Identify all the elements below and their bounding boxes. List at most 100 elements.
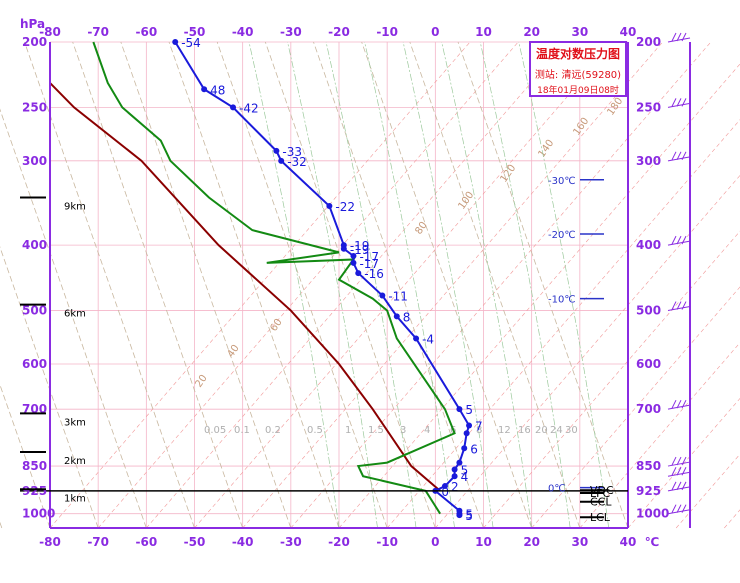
wind-barb-feather xyxy=(671,504,677,513)
temperature-point xyxy=(456,507,463,514)
dry-adiabat-line xyxy=(361,41,533,529)
dry-adiabat-line xyxy=(216,41,388,529)
y-tick-label-right: 600 xyxy=(636,357,661,371)
wind-barb-staff xyxy=(667,509,691,515)
temperature-point xyxy=(451,466,458,473)
mixing-ratio-label: 8 xyxy=(476,425,482,436)
mixing-ratio-label: 0.2 xyxy=(265,425,281,436)
wind-barb-feather xyxy=(681,467,687,476)
skewed-isotherms xyxy=(49,41,740,529)
dry-adiabat-line xyxy=(72,41,244,529)
wind-barb-feather xyxy=(676,456,682,466)
dry-adiabat-label: 80 xyxy=(413,220,429,237)
wind-barb-feather xyxy=(676,32,682,42)
wind-barb-feather xyxy=(671,456,677,466)
y-tick-label-right: 1000 xyxy=(636,507,669,521)
skew-isotherm-line xyxy=(146,41,567,529)
isotherm-mark-label: -20℃ xyxy=(548,230,576,241)
y-tick-label-left: 925 xyxy=(22,484,47,498)
temperature-point xyxy=(451,473,458,480)
x-tick-label-top: 20 xyxy=(523,25,540,39)
wind-barb-feather xyxy=(676,399,682,409)
temperature-point xyxy=(456,406,463,413)
dry-adiabat-line xyxy=(168,41,340,529)
temperature-point xyxy=(355,270,362,277)
skew-isotherm-line xyxy=(627,397,740,529)
wind-barb-feather xyxy=(671,481,677,491)
wind-barb-feather xyxy=(676,481,682,491)
y-tick-label-left: 400 xyxy=(22,238,47,252)
moist-adiabat-line xyxy=(479,41,571,529)
wind-barb-feather xyxy=(671,235,677,245)
moist-adiabat-line xyxy=(518,41,610,529)
dry-adiabat-label: 160 xyxy=(571,116,591,138)
y-tick-label-right: 925 xyxy=(636,484,661,498)
temperature-point xyxy=(350,259,357,266)
mixing-ratio-label: 0.5 xyxy=(307,425,323,436)
isotherm-mark-label: -10℃ xyxy=(548,295,576,306)
skew-isotherm-line xyxy=(49,41,471,529)
temperature-point-label: 5 xyxy=(465,509,473,523)
mixing-ratio-label: 0.05 xyxy=(204,425,226,436)
temperature-point-label: -17 xyxy=(359,257,379,271)
wind-barb-feather xyxy=(676,301,682,310)
y-tick-label-left: 250 xyxy=(22,100,47,114)
dry-adiabat-line xyxy=(0,108,147,529)
x-tick-label-top: -40 xyxy=(232,25,254,39)
y-tick-label-right: 400 xyxy=(636,238,661,252)
wind-barb-feather xyxy=(681,32,687,42)
moist-adiabat-line xyxy=(364,41,455,529)
y-unit-label: hPa xyxy=(20,17,45,31)
wind-barb-feather xyxy=(676,98,682,107)
height-mark-label: 1km xyxy=(64,493,86,504)
skew-isotherm-line xyxy=(435,174,740,529)
temperature-point-label: 6 xyxy=(470,442,478,456)
x-tick-label-top: -70 xyxy=(87,25,109,39)
wind-barb-feather xyxy=(681,481,687,491)
temperature-point xyxy=(456,459,463,466)
mixing-ratio-label: 30 xyxy=(565,425,578,436)
dry-adiabat-label: 60 xyxy=(268,317,284,334)
plot-frame xyxy=(20,42,691,529)
x-tick-label-bottom: 30 xyxy=(571,535,588,549)
x-tick-label-bottom: -80 xyxy=(39,535,61,549)
temperature-point-label: -54 xyxy=(181,36,201,50)
wind-barb-feather xyxy=(671,32,677,42)
wind-barb-feather xyxy=(681,301,687,310)
wind-barb-feather xyxy=(671,399,677,409)
skew-isotherm-line xyxy=(579,342,740,529)
temperature-point-label: -32 xyxy=(287,155,307,169)
wind-barb-staff xyxy=(667,156,691,162)
temperature-point-label: -19 xyxy=(350,243,370,257)
x-tick-label-bottom: -60 xyxy=(135,535,157,549)
x-tick-label-bottom: 0 xyxy=(431,535,439,549)
wind-barb-feather xyxy=(676,235,682,245)
chart-title-box: 温度对数压力图 测站: 清远(59280) 18年01月09日08时 xyxy=(529,41,627,97)
x-tick-label-bottom: 40 xyxy=(620,535,637,549)
wind-barb-feather xyxy=(681,235,687,245)
x-tick-label-top: 40 xyxy=(620,25,637,39)
state-curve-line xyxy=(49,82,441,492)
x-tick-label-top: -20 xyxy=(328,25,350,39)
temperature-point-label: -42 xyxy=(239,101,259,115)
temperature-point-label: -16 xyxy=(364,267,384,281)
level-mark-label: LCL xyxy=(590,511,611,524)
wind-barbs xyxy=(667,32,691,515)
dry-adiabat-line xyxy=(457,41,629,529)
y-tick-label-left: 300 xyxy=(22,154,47,168)
mixing-ratio-label: 24 xyxy=(550,425,563,436)
moist-adiabat-line xyxy=(287,41,378,529)
dry-adiabat-label: 20 xyxy=(193,373,209,390)
skew-isotherm-line xyxy=(194,41,615,529)
skew-isotherm-line xyxy=(386,119,740,529)
dry-adiabat-line xyxy=(120,41,292,529)
temperature-line xyxy=(174,41,471,516)
dry-adiabat-line xyxy=(409,41,581,529)
wind-barb-staff xyxy=(667,486,691,492)
y-tick-label-left: 500 xyxy=(22,304,47,318)
wind-barb-feather xyxy=(681,98,687,107)
wind-barb-staff xyxy=(667,471,691,477)
temperature-point-label: -11 xyxy=(388,290,408,304)
skew-isotherm-line xyxy=(97,41,519,529)
